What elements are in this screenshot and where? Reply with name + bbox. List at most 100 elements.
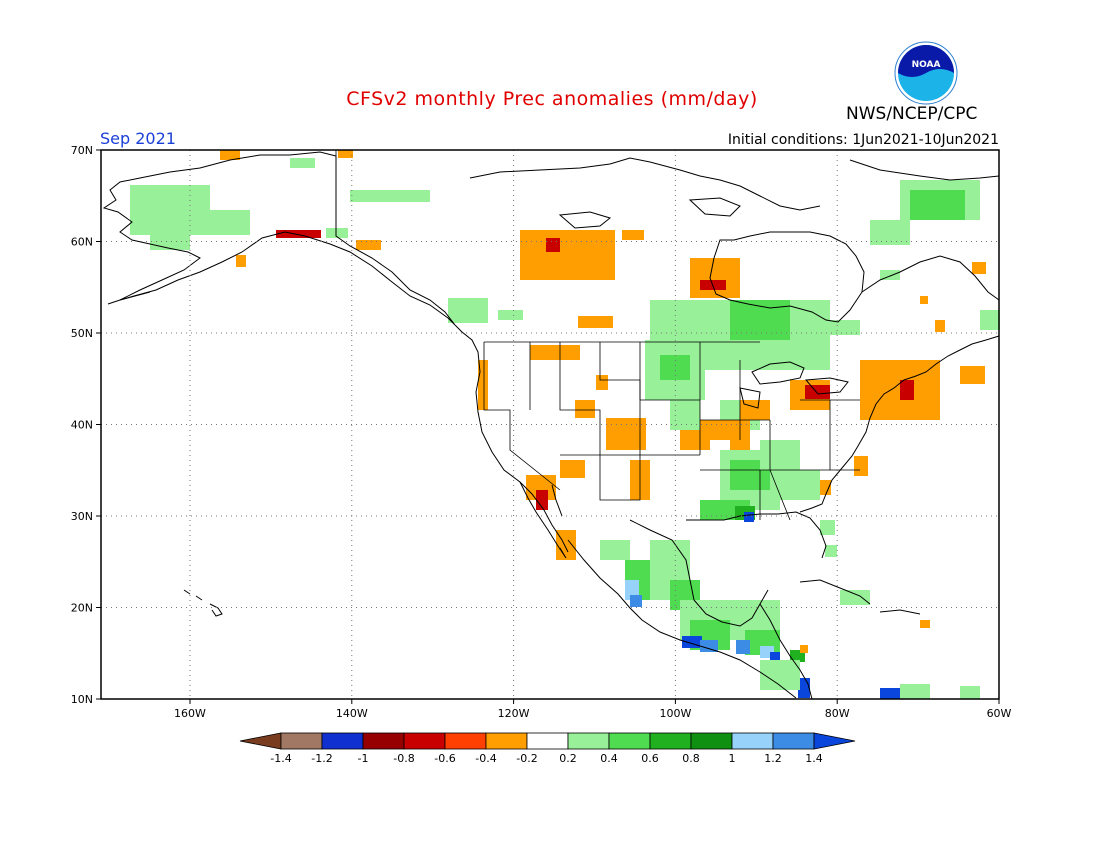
- anomaly-cell: [326, 228, 348, 238]
- colorbar-segment: [321, 732, 364, 750]
- colorbar-label: 1: [729, 752, 736, 765]
- anomaly-cell: [820, 520, 835, 535]
- anomaly-cell: [935, 320, 945, 332]
- anomaly-cell: [910, 190, 965, 220]
- coastline: [629, 519, 769, 627]
- anomaly-cell: [670, 400, 700, 430]
- colorbar-label: -0.6: [434, 752, 455, 765]
- anomaly-cell: [900, 380, 914, 400]
- anomaly-cell: [770, 652, 780, 662]
- lon-label: 140W: [336, 707, 368, 720]
- noaa-logo: NOAA: [894, 41, 958, 105]
- anomaly-cell: [900, 684, 930, 699]
- coastline: [739, 387, 761, 409]
- anomaly-cell: [972, 262, 986, 274]
- anomaly-cell: [780, 470, 820, 500]
- anomaly-cell: [622, 230, 644, 240]
- coastline: [183, 589, 223, 617]
- colorbar-label: -1.4: [270, 752, 291, 765]
- anomaly-cell: [356, 240, 381, 250]
- colorbar-segment: [444, 732, 487, 750]
- lon-label: 60W: [987, 707, 1012, 720]
- svg-text:NOAA: NOAA: [912, 60, 941, 70]
- anomaly-cell: [530, 345, 580, 360]
- initial-conditions: Initial conditions: 1Jun2021-10Jun2021: [727, 132, 999, 148]
- colorbar-label: 1.4: [805, 752, 823, 765]
- anomaly-cell: [854, 456, 868, 476]
- anomaly-cell: [606, 418, 646, 450]
- anomaly-cell: [716, 260, 731, 270]
- anomaly-cell: [744, 512, 754, 522]
- chart-title: CFSv2 monthly Prec anomalies (mm/day): [346, 88, 758, 110]
- colorbar-segment: [280, 732, 323, 750]
- anomaly-cell: [560, 460, 585, 478]
- anomaly-cell: [920, 296, 928, 304]
- colorbar-segment: [526, 732, 569, 750]
- coastline: [688, 197, 741, 217]
- anomaly-cell: [805, 385, 830, 399]
- anomaly-cell: [920, 620, 930, 628]
- colorbar-min-arrow: [239, 732, 282, 750]
- longitude-labels: 160W 140W 120W 100W 80W 60W: [174, 707, 1012, 720]
- anomaly-cell: [760, 440, 800, 470]
- coastline: [551, 484, 563, 517]
- anomaly-cell: [660, 355, 690, 380]
- coastline: [558, 211, 612, 229]
- coastline: [804, 377, 849, 395]
- coastline: [567, 539, 797, 699]
- coastline: [849, 159, 1000, 181]
- colorbar-segment: [403, 732, 446, 750]
- anomaly-cell: [700, 420, 730, 440]
- anomaly-cell: [276, 230, 321, 238]
- anomaly-cell: [536, 490, 548, 510]
- anomaly-cell: [338, 150, 353, 158]
- anomaly-cell: [556, 530, 576, 560]
- lat-label: 50N: [71, 327, 93, 340]
- colorbar-segment: [567, 732, 610, 750]
- lat-label: 30N: [71, 510, 93, 523]
- colorbar-label: 1.2: [764, 752, 782, 765]
- coastline: [709, 231, 865, 323]
- coastline: [799, 335, 1000, 513]
- colorbar-segment: [731, 732, 774, 750]
- colorbar-max-arrow: [813, 732, 856, 750]
- coastline: [751, 361, 805, 385]
- coastline: [102, 151, 456, 326]
- colorbar-label: 0.8: [682, 752, 700, 765]
- colorbar-label: -0.8: [393, 752, 414, 765]
- anomaly-cell: [600, 540, 630, 560]
- anomaly-patches: [130, 150, 1000, 699]
- forecast-period: Sep 2021: [100, 129, 176, 148]
- graticule: [96, 149, 1000, 704]
- coastline: [107, 291, 151, 305]
- colorbar-label: 0.4: [600, 752, 618, 765]
- lon-label: 160W: [174, 707, 206, 720]
- colorbar-segment: [608, 732, 651, 750]
- anomaly-cell: [448, 298, 488, 323]
- anomaly-cell: [870, 220, 910, 245]
- anomaly-cell: [825, 545, 837, 557]
- anomaly-cell: [800, 645, 808, 653]
- lat-label: 10N: [71, 693, 93, 706]
- anomaly-cell: [700, 640, 718, 652]
- anomaly-cell: [740, 400, 770, 420]
- coastline: [519, 481, 567, 559]
- colorbar: -1.4 -1.2 -1 -0.8 -0.6 -0.4 -0.2 0.2 0.4 0.6 0.8 1 1…: [239, 732, 856, 765]
- anomaly-cell: [960, 366, 985, 384]
- anomaly-cell: [960, 686, 980, 699]
- political-border: [483, 342, 561, 491]
- anomaly-cell: [180, 210, 250, 235]
- anomaly-cell: [840, 590, 870, 605]
- colorbar-segment: [772, 732, 815, 750]
- anomaly-cell: [596, 375, 608, 390]
- map-frame: [100, 149, 1000, 700]
- lon-label: 80W: [825, 707, 850, 720]
- anomaly-cell: [736, 640, 750, 654]
- colorbar-label: -1: [358, 752, 369, 765]
- anomaly-cell: [220, 150, 240, 160]
- lat-label: 40N: [71, 419, 93, 432]
- lat-label: 60N: [71, 236, 93, 249]
- anomaly-cell: [290, 158, 315, 168]
- anomaly-cell: [546, 238, 560, 252]
